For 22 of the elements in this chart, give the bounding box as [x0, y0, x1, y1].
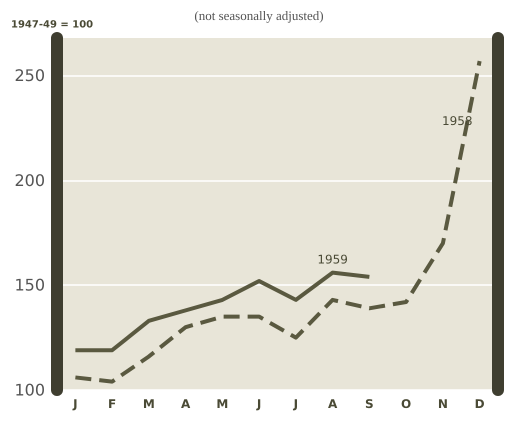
x-tick-label: J [72, 397, 78, 411]
x-tick-label: J [256, 397, 262, 411]
x-tick-label: A [328, 397, 338, 411]
x-tick-label: F [108, 397, 116, 411]
series-label: 1958 [442, 114, 473, 128]
y-tick-label: 150 [14, 276, 45, 295]
x-tick-label: M [142, 397, 155, 411]
y-axis-title: 1947-49 = 100 [11, 20, 94, 30]
x-tick-label: O [401, 397, 412, 411]
y-tick-label: 250 [14, 66, 45, 86]
series-label: 1959 [317, 252, 348, 267]
x-tick-label: D [474, 397, 485, 411]
x-tick-label: M [216, 397, 228, 411]
x-tick-label: J [292, 397, 298, 411]
x-tick-label: S [365, 397, 374, 411]
x-tick-label: A [180, 397, 191, 411]
line-series [73, 270, 372, 352]
x-tick-label: N [438, 397, 448, 411]
y-tick-label: 200 [14, 170, 45, 190]
line-series [73, 59, 482, 384]
y-tick-label: 100 [14, 380, 45, 400]
chart-subtitle: (not seasonally adjusted) [194, 8, 324, 23]
